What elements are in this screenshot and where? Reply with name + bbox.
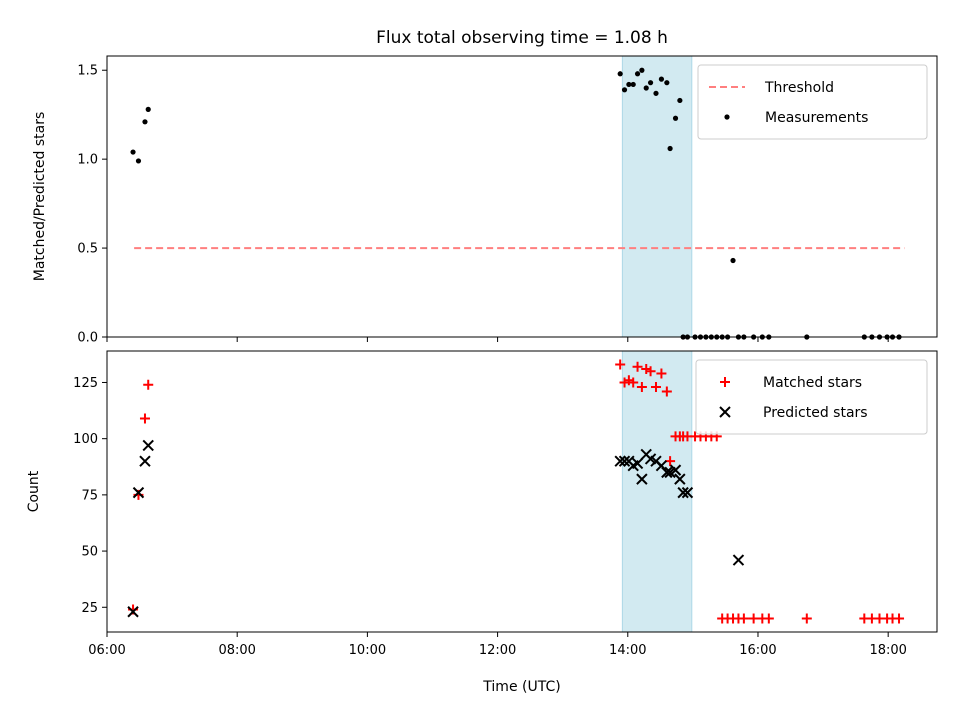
measurement-point: [630, 81, 636, 88]
measurement-point: [142, 119, 148, 125]
matched-star-point: [645, 366, 656, 377]
predicted-star-point: [618, 455, 631, 467]
predicted-star-point: [674, 473, 686, 485]
measurement-point: [658, 76, 665, 82]
measurement-point: [626, 81, 632, 88]
bottom-observing-window: [621, 350, 693, 633]
top-observing-window: [621, 55, 693, 338]
measurement-point: [730, 257, 736, 264]
measurement-point: [130, 149, 136, 155]
bottom-legend-label: Matched stars: [763, 375, 862, 391]
bottom-y-tick-label: 25: [81, 601, 98, 616]
predicted-star-point: [661, 466, 673, 479]
measurement-point: [621, 87, 628, 93]
top-y-tick-label: 1.5: [77, 64, 98, 79]
matched-star-point: [656, 368, 667, 379]
predicted-star-point: [142, 439, 154, 452]
matched-star-point: [738, 613, 749, 624]
matched-star-point: [632, 361, 643, 372]
bottom-y-tick-label: 125: [73, 376, 98, 391]
top-legend-label: Threshold: [764, 80, 834, 96]
measurement-point: [617, 71, 623, 77]
top-legend: Threshold Measurements: [697, 64, 928, 140]
matched-star-point: [636, 381, 647, 392]
top-legend-label: Measurements: [765, 110, 868, 126]
measurement-point: [647, 80, 654, 86]
measurement-point: [677, 97, 683, 104]
bottom-series: [127, 359, 905, 624]
bottom-y-tick-label: 100: [73, 432, 98, 447]
matched-star-point: [619, 377, 630, 388]
bottom-axes-frame: [106, 350, 938, 633]
bottom-legend-x-swatch: [719, 406, 731, 418]
bottom-legend: Matched stars Predicted stars: [695, 359, 928, 435]
top-highlight-span: [621, 55, 693, 338]
predicted-star-point: [631, 457, 644, 470]
predicted-star-point: [677, 486, 689, 499]
bottom-highlight-span: [621, 350, 693, 633]
predicted-star-point: [636, 473, 648, 485]
matched-star-point: [623, 375, 634, 386]
x-axis-label: Time (UTC): [482, 679, 560, 695]
x-tick-label: 16:00: [739, 643, 776, 658]
predicted-star-point: [732, 554, 745, 566]
measurement-point: [145, 106, 151, 112]
matched-star-point: [139, 413, 150, 424]
top-panel: 0.0 0.5 1.0 1.5 Matched/Predicted stars Thr…: [32, 55, 938, 346]
matched-star-point: [763, 613, 774, 624]
top-axes-frame: [106, 55, 938, 338]
top-axis-ticks: 0.0 0.5 1.0 1.5: [77, 64, 889, 346]
x-tick-label: 10:00: [349, 643, 386, 658]
top-legend-box: [697, 64, 928, 140]
top-y-tick-label: 1.0: [77, 153, 98, 168]
x-tick-label: 06:00: [88, 643, 125, 658]
measurement-point: [667, 145, 673, 152]
top-y-axis-label: Matched/Predicted stars: [32, 112, 48, 282]
bottom-legend-label: Predicted stars: [763, 405, 868, 421]
predicted-star-point: [127, 606, 139, 618]
predicted-star-point: [669, 464, 682, 476]
x-tick-label: 14:00: [609, 643, 646, 658]
matched-star-point: [661, 386, 672, 397]
matched-star-point: [143, 379, 154, 390]
predicted-star-point: [614, 455, 626, 467]
matched-star-point: [615, 359, 626, 370]
measurement-point: [634, 71, 641, 77]
bottom-axis-ticks: 06:00 08:00 10:00 12:00 14:00 16:00 18:00 25 50 7…: [73, 376, 907, 658]
top-legend-dot-swatch: [724, 114, 730, 120]
x-tick-label: 18:00: [869, 643, 906, 658]
matched-star-point: [641, 363, 652, 374]
x-tick-label: 12:00: [479, 643, 516, 658]
matched-star-point: [894, 613, 905, 624]
top-y-tick-label: 0.5: [77, 242, 98, 257]
measurement-point: [639, 67, 645, 73]
measurement-point: [653, 90, 659, 96]
bottom-y-tick-label: 50: [81, 545, 98, 560]
measurement-point: [135, 158, 142, 164]
bottom-legend-box: [695, 359, 928, 435]
matched-star-point: [628, 377, 639, 388]
chart-title: Flux total observing time = 1.08 h: [376, 28, 668, 48]
bottom-panel: 06:00 08:00 10:00 12:00 14:00 16:00 18:00 25 50 7…: [26, 350, 938, 695]
bottom-y-tick-label: 75: [81, 488, 98, 503]
x-tick-label: 08:00: [218, 643, 255, 658]
measurement-point: [643, 85, 649, 91]
matched-star-point: [748, 613, 759, 624]
predicted-star-point: [139, 455, 151, 467]
matched-star-point: [801, 613, 812, 624]
predicted-star-point: [681, 486, 694, 499]
measurement-point: [664, 80, 670, 86]
matched-star-point: [650, 381, 661, 392]
bottom-y-axis-label: Count: [26, 470, 42, 512]
top-series: [130, 67, 905, 340]
bottom-legend-plus-swatch: [720, 377, 730, 387]
predicted-star-point: [132, 486, 145, 499]
measurement-point: [672, 115, 679, 121]
top-y-tick-label: 0.0: [77, 331, 98, 346]
